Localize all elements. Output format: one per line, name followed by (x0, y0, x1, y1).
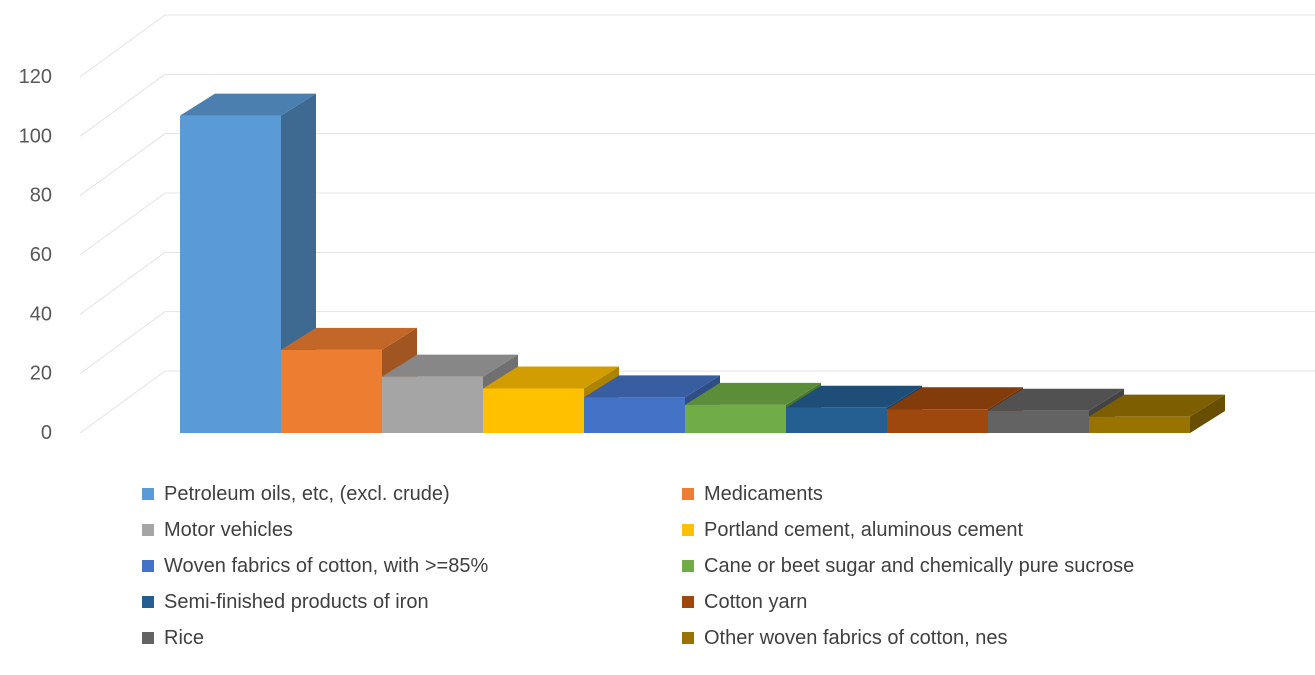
legend-item: Rice (142, 623, 204, 653)
bar-top (180, 93, 316, 116)
bar-front (685, 404, 786, 433)
bar (786, 385, 922, 433)
gridlines (79, 14, 1315, 434)
legend-swatch (682, 560, 694, 572)
bar-side (1190, 394, 1225, 433)
legend-item: Portland cement, aluminous cement (682, 515, 1023, 545)
y-tick-label: 20 (30, 363, 52, 385)
bar-front (1089, 416, 1190, 433)
bar-front (584, 397, 685, 433)
bar-front (382, 376, 483, 433)
legend-label: Woven fabrics of cotton, with >=85% (164, 554, 489, 577)
legend-label: Semi-finished products of iron (164, 590, 429, 613)
y-tick-label: 120 (19, 66, 52, 88)
bar-front (786, 407, 887, 433)
legend-item: Other woven fabrics of cotton, nes (682, 623, 1008, 653)
legend-swatch (142, 596, 154, 608)
legend-swatch (142, 524, 154, 536)
legend-label: Petroleum oils, etc, (excl. crude) (164, 482, 450, 505)
legend-label: Cotton yarn (704, 590, 808, 613)
legend-swatch (682, 524, 694, 536)
bar-top (685, 382, 821, 405)
bar-front (281, 349, 382, 433)
gridline-side (79, 14, 166, 78)
bar-front (483, 388, 584, 433)
gridline-side (79, 251, 166, 315)
bar-top (1089, 394, 1225, 417)
y-axis: 0 20 40 60 80 100 120 (19, 66, 52, 444)
gridline-side (79, 311, 166, 375)
legend-swatch (142, 560, 154, 572)
legend-item: Cotton yarn (682, 587, 807, 617)
legend-swatch (142, 488, 154, 500)
bar-top (988, 388, 1124, 411)
bar-front (887, 409, 988, 433)
y-tick-label: 80 (30, 185, 52, 207)
legend-label: Rice (164, 626, 205, 649)
bar-top (483, 366, 619, 389)
bar (1089, 394, 1225, 433)
bar-chart: 0 20 40 60 80 100 120 (19, 14, 1315, 444)
gridline-side (79, 133, 166, 197)
legend-swatch (682, 632, 694, 644)
y-tick-label: 100 (19, 125, 52, 147)
gridline-side (79, 370, 166, 434)
bar (988, 388, 1124, 433)
legend-label: Cane or beet sugar and chemically pure s… (704, 554, 1135, 577)
legend-swatch (682, 488, 694, 500)
bar-front (180, 115, 281, 434)
legend-item: Woven fabrics of cotton, with >=85% (142, 551, 488, 581)
legend-label: Motor vehicles (164, 518, 293, 541)
bar-top (382, 354, 518, 377)
legend-item: Medicaments (682, 479, 823, 509)
bars (180, 93, 1225, 434)
bar-front (988, 410, 1089, 433)
legend-label: Other woven fabrics of cotton, nes (704, 626, 1008, 649)
legend-item: Petroleum oils, etc, (excl. crude) (142, 479, 450, 509)
legend-label: Portland cement, aluminous cement (704, 518, 1024, 541)
legend-swatch (142, 632, 154, 644)
bar-top (786, 385, 922, 408)
legend-swatch (682, 596, 694, 608)
bar-top (887, 387, 1023, 410)
gridline-side (79, 73, 166, 137)
y-tick-label: 0 (41, 422, 52, 444)
legend-item: Semi-finished products of iron (142, 587, 429, 617)
y-tick-label: 40 (30, 303, 52, 325)
bar-top (584, 375, 720, 398)
gridline-side (79, 192, 166, 256)
legend-label: Medicaments (704, 482, 823, 505)
y-tick-label: 60 (30, 244, 52, 266)
legend-item: Motor vehicles (142, 515, 293, 545)
bar-top (281, 327, 417, 350)
legend-item: Cane or beet sugar and chemically pure s… (682, 551, 1134, 581)
bar (483, 366, 619, 433)
